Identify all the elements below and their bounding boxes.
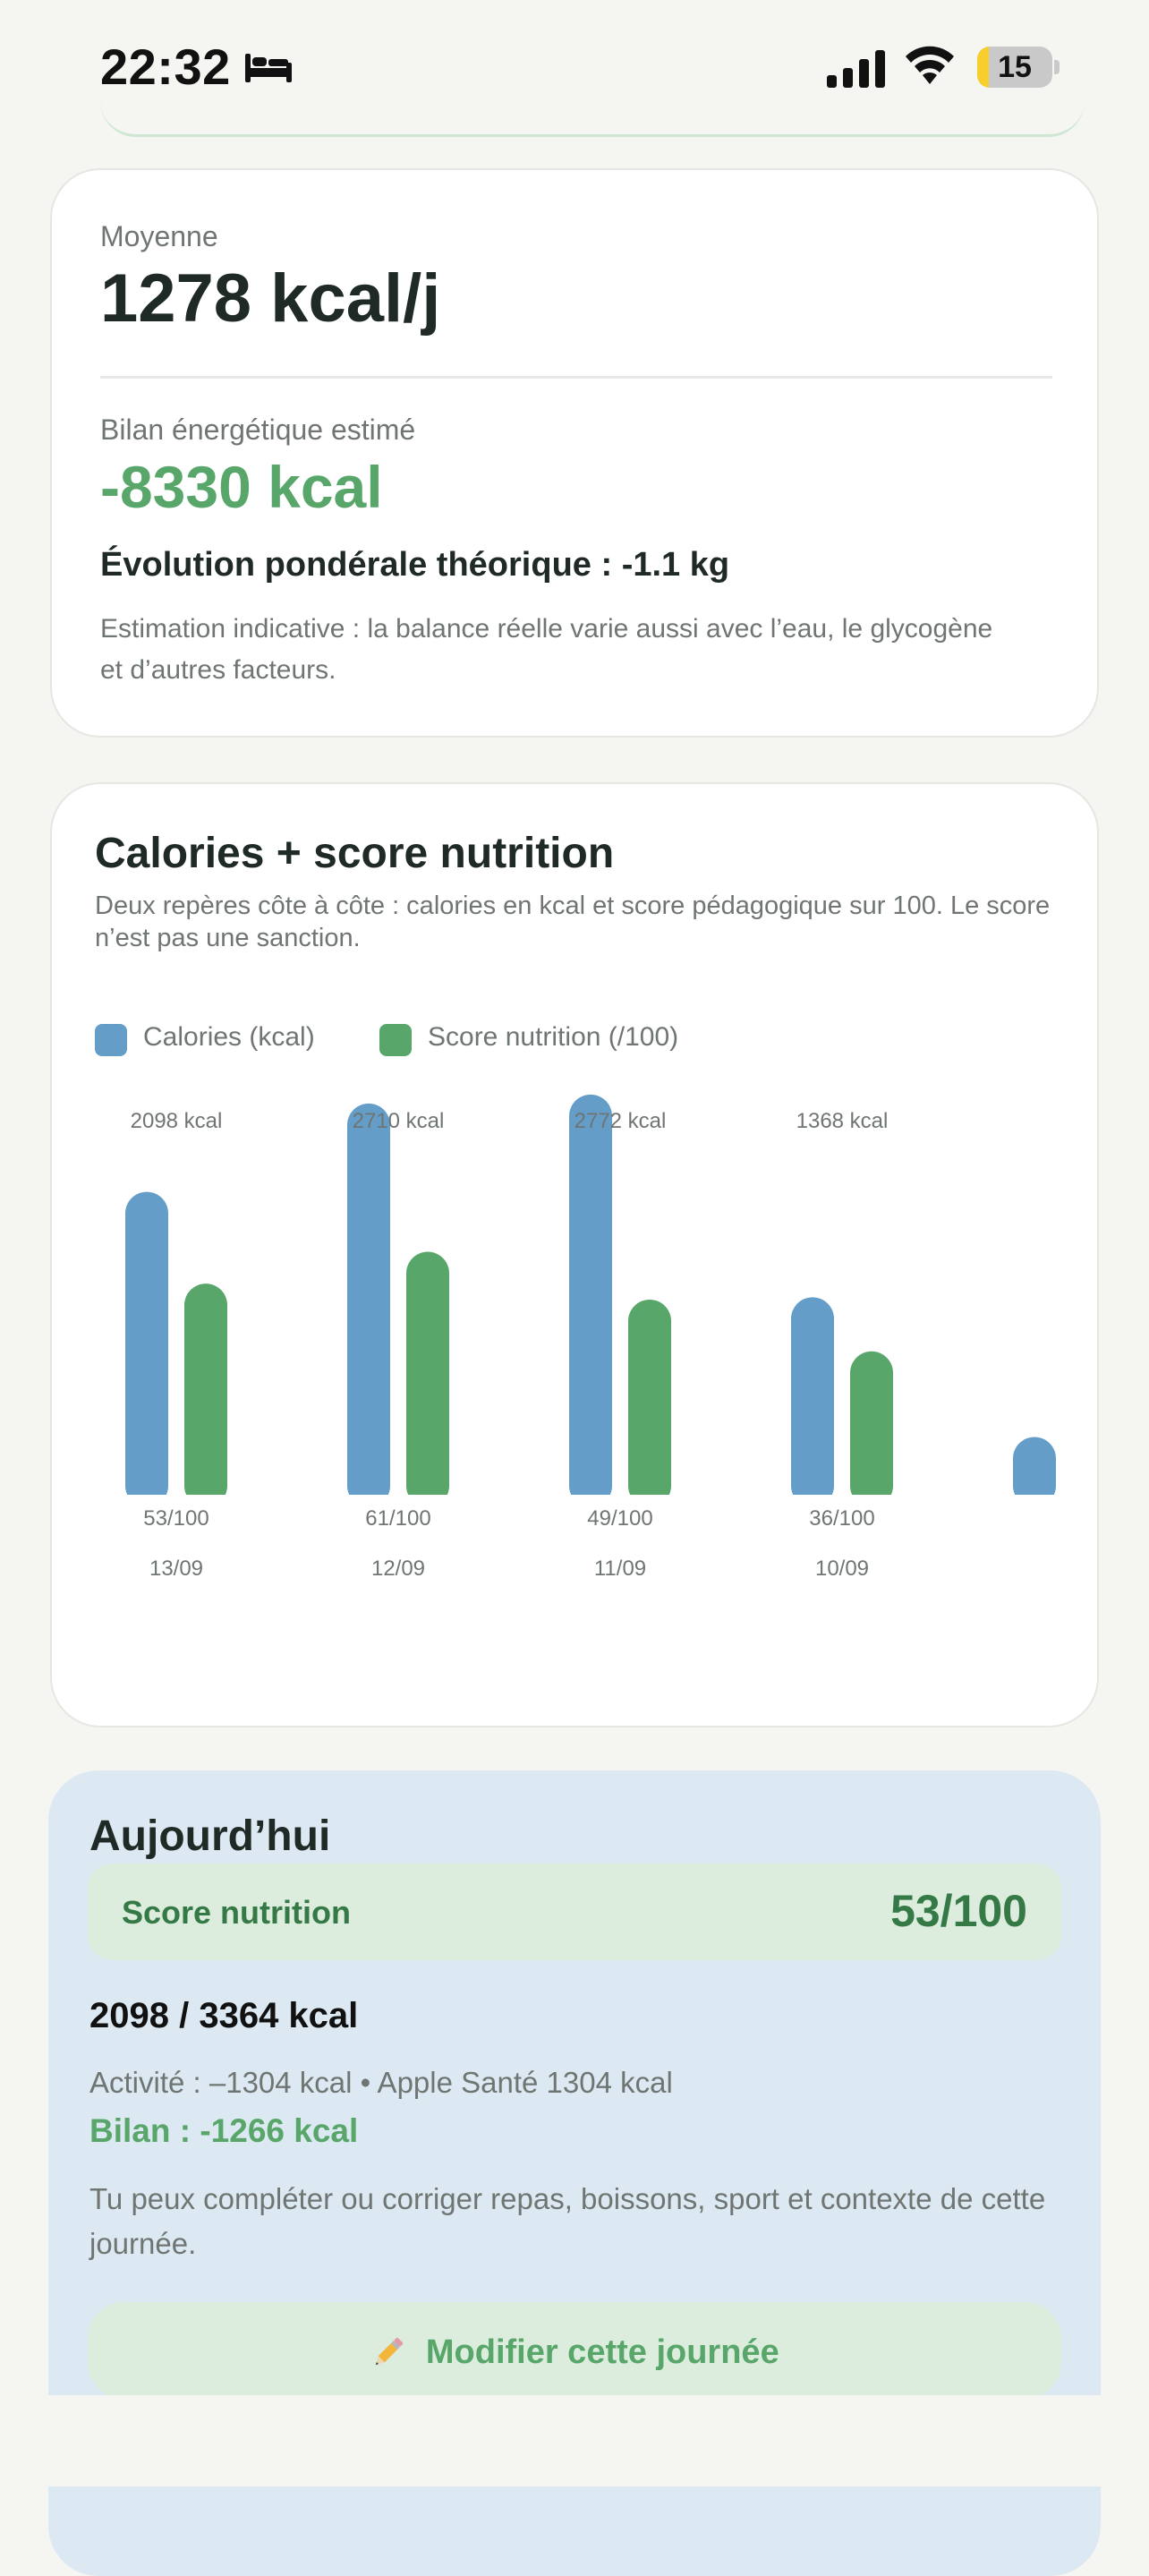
today-activity: Activité : –1304 kcal • Apple Santé 1304… xyxy=(89,2066,673,2099)
chart-svg: 2098 kcal 53/100 13/09 2710 kcal 61/100 12/09… xyxy=(95,1094,1097,1581)
x-tick-label: 10/09 xyxy=(815,1557,869,1581)
score-data-label: 49/100 xyxy=(587,1506,652,1531)
calories-data-label: 2098 kcal xyxy=(131,1109,223,1133)
previous-card-edge xyxy=(100,98,1085,137)
chart-title: Calories + score nutrition xyxy=(95,830,615,877)
baseline-mask xyxy=(95,1495,1097,1507)
x-tick-label: 12/09 xyxy=(371,1557,425,1581)
energy-balance-label: Bilan énergétique estimé xyxy=(100,414,416,446)
calories-data-label: 2772 kcal xyxy=(574,1109,667,1133)
today-balance: Bilan : -1266 kcal xyxy=(89,2112,359,2149)
bed-icon xyxy=(245,54,292,82)
today-kcal: 2098 / 3364 kcal xyxy=(89,1996,359,2035)
status-time: 22:32 xyxy=(100,38,231,95)
calories-data-label: 1368 kcal xyxy=(796,1109,889,1133)
average-label: Moyenne xyxy=(100,220,218,252)
page-bottom xyxy=(0,2395,1149,2486)
x-tick-label: 13/09 xyxy=(149,1557,203,1581)
calories-data-label: 2710 kcal xyxy=(353,1109,445,1133)
calories-bar xyxy=(791,1297,834,1507)
status-bar: 22:32 15 xyxy=(0,0,1149,134)
nutrition-score-box: Score nutrition 53/100 xyxy=(88,1864,1061,1960)
calories-bar xyxy=(569,1094,612,1507)
today-title: Aujourd’hui xyxy=(89,1813,331,1860)
nutrition-score-label: Score nutrition xyxy=(122,1894,352,1931)
energy-balance-value: -8330 kcal xyxy=(100,454,383,520)
x-tick-label: 11/09 xyxy=(594,1557,646,1581)
today-note: Tu peux compléter ou corriger repas, boi… xyxy=(89,2182,1046,2260)
edit-day-label: Modifier cette journée xyxy=(425,2333,779,2371)
chart-card: Calories + score nutrition Deux repères … xyxy=(50,782,1099,1727)
average-value: 1278 kcal/j xyxy=(100,260,441,337)
divider xyxy=(100,376,1052,379)
score-bar xyxy=(628,1299,671,1507)
calories-score-chart[interactable]: 2098 kcal 53/100 13/09 2710 kcal 61/100 12/09… xyxy=(95,1088,1097,1625)
cellular-signal-icon xyxy=(827,50,885,88)
calories-bar xyxy=(125,1191,168,1507)
summary-card: Moyenne 1278 kcal/j Bilan énergétique es… xyxy=(50,168,1099,738)
score-data-label: 53/100 xyxy=(143,1506,209,1531)
edit-day-button[interactable]: Modifier cette journée xyxy=(88,2302,1061,2399)
legend-label-score: Score nutrition (/100) xyxy=(428,1022,679,1052)
legend-swatch-score xyxy=(379,1024,412,1056)
score-data-label: 36/100 xyxy=(809,1506,874,1531)
score-bar xyxy=(850,1351,893,1507)
calories-bar xyxy=(347,1103,390,1507)
wifi-icon xyxy=(906,46,954,84)
battery-indicator: 15 xyxy=(977,47,1060,88)
score-data-label: 61/100 xyxy=(365,1506,430,1531)
battery-level: 15 xyxy=(998,50,1032,84)
pencil-icon xyxy=(376,2337,404,2366)
legend-swatch-calories xyxy=(95,1024,127,1056)
legend-label-calories: Calories (kcal) xyxy=(143,1022,315,1052)
calories-bar xyxy=(1013,1437,1056,1507)
nutrition-score-value: 53/100 xyxy=(890,1886,1027,1936)
weight-evolution: Évolution pondérale théorique : -1.1 kg xyxy=(100,546,730,584)
chart-subtitle: Deux repères côte à côte : calories en k… xyxy=(95,891,1051,952)
estimation-note: Estimation indicative : la balance réell… xyxy=(100,614,993,685)
score-bar xyxy=(184,1284,227,1507)
score-bar xyxy=(406,1251,449,1507)
